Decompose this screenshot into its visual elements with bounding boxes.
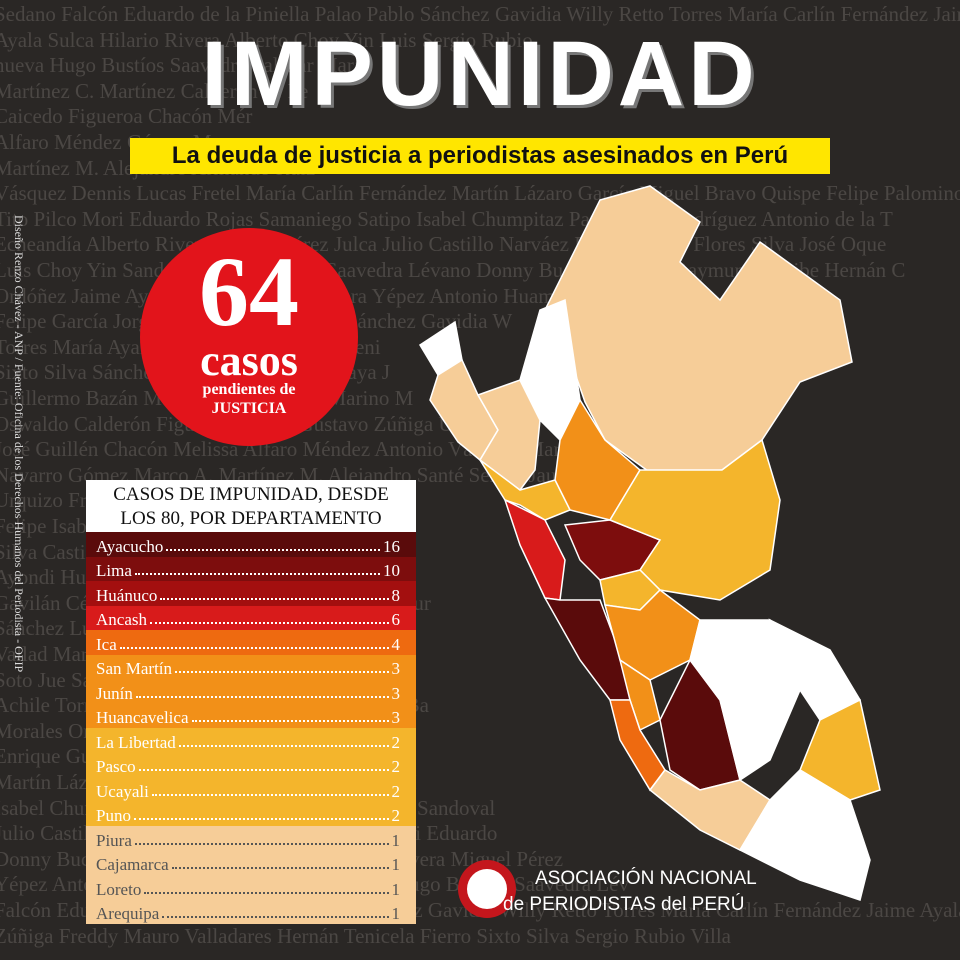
dot-leader bbox=[175, 671, 389, 673]
department-name: Arequipa bbox=[96, 904, 160, 923]
table-row: Ancash 6 bbox=[86, 605, 416, 630]
table-row: Lima 10 bbox=[86, 556, 416, 581]
dot-leader bbox=[160, 597, 389, 600]
dot-leader bbox=[166, 548, 380, 551]
table-row: San Martín 3 bbox=[86, 654, 416, 679]
background-line: nueva Hugo Bustíos Saavedra Salazar Mara bbox=[0, 53, 364, 78]
department-name: Pasco bbox=[96, 757, 136, 776]
table-row: Junín 3 bbox=[86, 679, 416, 704]
cases-table: CASOS DE IMPUNIDAD, DESDE LOS 80, POR DE… bbox=[86, 480, 416, 924]
case-count: 4 bbox=[391, 634, 401, 654]
huancavelica bbox=[618, 658, 661, 732]
case-count: 6 bbox=[391, 610, 401, 629]
department-name: Cajamarca bbox=[96, 855, 169, 874]
case-count: 16 bbox=[383, 536, 400, 556]
table-row: Ucayali 2 bbox=[86, 777, 416, 802]
department-name: San Martín bbox=[96, 659, 173, 678]
dot-leader bbox=[151, 793, 389, 796]
dot-leader bbox=[135, 695, 389, 698]
dot-leader bbox=[178, 744, 389, 747]
case-count: 2 bbox=[391, 806, 401, 825]
table-row: Arequipa 1 bbox=[86, 899, 416, 924]
cases-badge: 64 casos pendientes de JUSTICIA bbox=[140, 228, 358, 446]
dot-leader bbox=[191, 720, 389, 722]
arequipa bbox=[738, 769, 871, 901]
department-name: Loreto bbox=[96, 879, 142, 899]
badge-line: JUSTICIA bbox=[211, 400, 287, 417]
department-name: Huánuco bbox=[96, 585, 158, 605]
apurimac bbox=[648, 769, 772, 851]
dot-leader bbox=[149, 622, 389, 624]
case-count: 1 bbox=[391, 830, 401, 850]
dot-leader bbox=[171, 867, 389, 869]
dot-leader bbox=[162, 916, 389, 918]
logo-line: de PERIODISTAS del PERÚ bbox=[503, 893, 744, 915]
background-line: Sedano Falcón Eduardo de la Piniella Pal… bbox=[0, 2, 960, 26]
department-name: Ica bbox=[96, 634, 117, 654]
logo-line: ASOCIACIÓN NACIONAL bbox=[535, 867, 757, 889]
ucayali bbox=[608, 438, 781, 601]
case-count: 3 bbox=[391, 683, 401, 703]
case-count: 1 bbox=[391, 855, 401, 874]
table-title: CASOS DE IMPUNIDAD, DESDE LOS 80, POR DE… bbox=[86, 480, 416, 532]
case-count: 1 bbox=[391, 879, 401, 899]
department-name: Ancash bbox=[96, 610, 147, 629]
table-row: Pasco 2 bbox=[86, 752, 416, 777]
department-name: Ayacucho bbox=[96, 536, 164, 556]
table-row: Piura 1 bbox=[86, 826, 416, 851]
table-row: Loreto 1 bbox=[86, 875, 416, 900]
dot-leader bbox=[134, 573, 380, 575]
table-row: Ica 4 bbox=[86, 630, 416, 655]
puno bbox=[799, 698, 881, 801]
table-row: Cajamarca 1 bbox=[86, 850, 416, 875]
dot-leader bbox=[119, 646, 389, 649]
badge-word: casos bbox=[200, 336, 298, 385]
department-name: Ucayali bbox=[96, 781, 149, 801]
case-count: 1 bbox=[391, 904, 401, 923]
case-count: 2 bbox=[391, 757, 401, 776]
table-row: Ayacucho 16 bbox=[86, 532, 416, 557]
background-line: Ayala Sulca Hilario Rivera Alberto Choy … bbox=[0, 27, 533, 52]
background-line: Tito Pilco Mori Eduardo Rojas Samaniego … bbox=[0, 206, 893, 231]
case-count: 3 bbox=[391, 659, 401, 678]
dot-leader bbox=[138, 769, 389, 771]
table-title-line: LOS 80, POR DEPARTAMENTO bbox=[120, 508, 382, 529]
background-line: Echeandía Alberto Rivera Miguel Pérez Ju… bbox=[0, 232, 887, 257]
case-count: 2 bbox=[391, 781, 401, 801]
loreto bbox=[544, 185, 853, 477]
case-count: 2 bbox=[391, 732, 401, 752]
case-count: 10 bbox=[383, 561, 400, 580]
anp-logo: ASOCIACIÓN NACIONAL de PERIODISTAS del P… bbox=[458, 860, 757, 918]
department-name: Huancavelica bbox=[96, 708, 189, 727]
dot-leader bbox=[133, 818, 389, 820]
case-count: 8 bbox=[391, 585, 401, 605]
badge-line: pendientes de bbox=[202, 381, 296, 398]
table-row: Huánuco 8 bbox=[86, 581, 416, 606]
badge-number: 64 bbox=[199, 236, 299, 347]
table-row: Puno 2 bbox=[86, 801, 416, 826]
logo-seal-inner bbox=[467, 869, 507, 909]
background-line: Caicedo Figueroa Chacón Mér bbox=[0, 104, 253, 129]
department-name: Piura bbox=[96, 830, 132, 850]
subtitle: La deuda de justicia a periodistas asesi… bbox=[130, 138, 830, 174]
table-row: La Libertad 2 bbox=[86, 728, 416, 753]
background-line: Vásquez Dennis Lucas Fretel María Carlín… bbox=[0, 181, 960, 206]
case-count: 3 bbox=[391, 708, 401, 727]
background-line: Martínez C. Martínez Calderón A. Pe bbox=[0, 78, 309, 103]
table-row: Huancavelica 3 bbox=[86, 703, 416, 728]
title: IMPUNIDAD bbox=[201, 23, 759, 125]
dot-leader bbox=[134, 842, 389, 845]
credit: Diseño Renzo Chávez - ANP / Fuente: Ofic… bbox=[12, 215, 26, 673]
background-line: Zúñiga Freddy Mauro Valladares Hernán Te… bbox=[0, 923, 731, 948]
department-name: La Libertad bbox=[96, 732, 176, 752]
table-body: Ayacucho 16 Lima 10 Huánuco 8 Ancash 6 Ica 4 San M… bbox=[86, 532, 416, 924]
table-title-line: CASOS DE IMPUNIDAD, DESDE bbox=[113, 484, 389, 505]
department-name: Junín bbox=[96, 683, 133, 703]
department-name: Puno bbox=[96, 806, 131, 825]
dot-leader bbox=[144, 891, 389, 894]
department-name: Lima bbox=[96, 561, 132, 580]
